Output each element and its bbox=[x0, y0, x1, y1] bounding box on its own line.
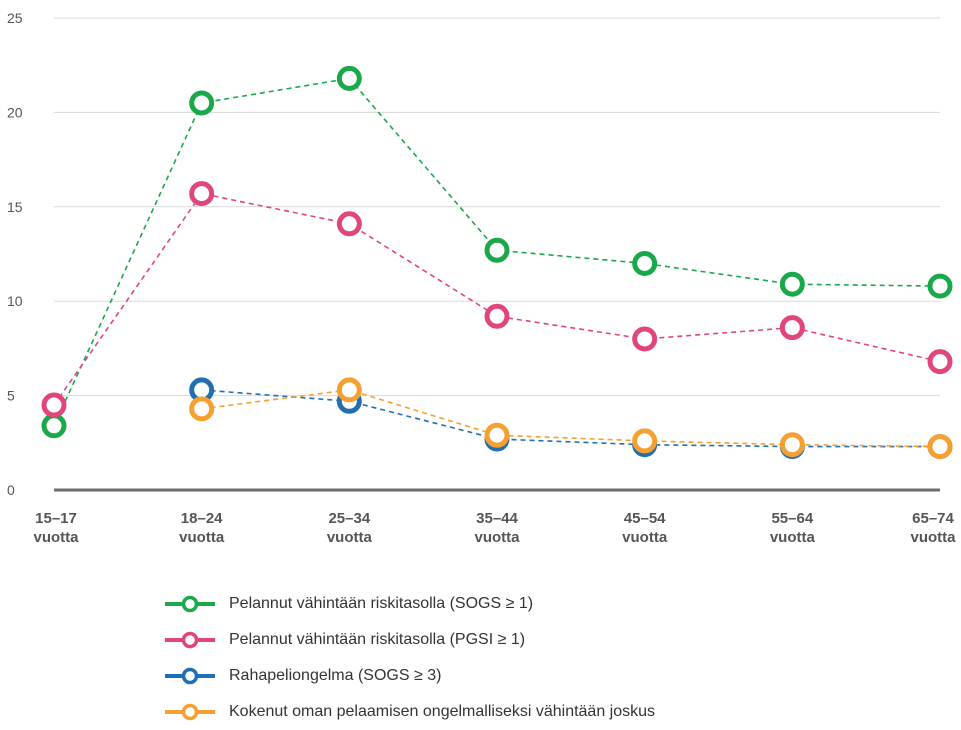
series-0 bbox=[41, 65, 953, 439]
legend-marker-icon bbox=[165, 631, 215, 649]
legend-label: Kokenut oman pelaamisen ongelmalliseksi … bbox=[229, 703, 656, 720]
grid-lines bbox=[54, 17, 940, 397]
series-line bbox=[201, 389, 941, 448]
data-point bbox=[632, 326, 658, 352]
data-point bbox=[927, 273, 953, 299]
x-tick-label: 35–44 vuotta bbox=[475, 510, 521, 546]
data-point bbox=[484, 303, 510, 329]
legend-marker-icon bbox=[165, 667, 215, 685]
y-tick-label: 20 bbox=[7, 104, 23, 120]
x-axis-ticks: 15–17 vuotta 18–24 vuotta 25–34 vuotta 35–44 vu… bbox=[34, 510, 957, 546]
data-point bbox=[189, 90, 215, 116]
series-line bbox=[53, 192, 941, 406]
data-point bbox=[189, 396, 215, 422]
legend: Pelannut vähintään riskitasolla (SOGS ≥ … bbox=[163, 586, 655, 730]
legend-marker-icon bbox=[165, 703, 215, 721]
legend-item: Kokenut oman pelaamisen ongelmalliseksi … bbox=[163, 694, 655, 730]
series-group bbox=[41, 65, 953, 460]
legend-item: Pelannut vähintään riskitasolla (PGSI ≥ … bbox=[163, 622, 655, 658]
y-axis-ticks: 0 5 10 15 20 25 bbox=[7, 10, 23, 498]
x-tick-label: 45–54 vuotta bbox=[622, 510, 668, 546]
legend-label: Rahapeliongelma (SOGS ≥ 3) bbox=[229, 667, 442, 684]
data-point bbox=[336, 211, 362, 237]
y-tick-label: 25 bbox=[7, 10, 23, 26]
data-point bbox=[779, 271, 805, 297]
x-tick-label: 18–24 vuotta bbox=[179, 510, 225, 546]
line-chart: 0 5 10 15 20 25 15–17 vuotta 18–24 vuotta 25–34 vu… bbox=[7, 10, 957, 546]
data-point bbox=[927, 434, 953, 460]
series-line bbox=[201, 389, 940, 448]
data-point bbox=[927, 349, 953, 375]
data-point bbox=[484, 237, 510, 263]
data-point bbox=[779, 315, 805, 341]
series-3 bbox=[189, 377, 953, 460]
data-point bbox=[632, 428, 658, 454]
data-point bbox=[779, 432, 805, 458]
data-point bbox=[41, 413, 67, 439]
y-tick-label: 15 bbox=[7, 199, 23, 215]
data-point bbox=[189, 181, 215, 207]
legend-label: Pelannut vähintään riskitasolla (PGSI ≥ … bbox=[229, 631, 526, 648]
y-tick-label: 0 bbox=[7, 482, 15, 498]
data-point bbox=[41, 392, 67, 418]
legend-item: Pelannut vähintään riskitasolla (SOGS ≥ … bbox=[163, 586, 655, 622]
x-tick-label: 15–17 vuotta bbox=[34, 510, 80, 546]
data-point bbox=[336, 377, 362, 403]
legend-item: Rahapeliongelma (SOGS ≥ 3) bbox=[163, 658, 655, 694]
data-point bbox=[484, 422, 510, 448]
x-tick-label: 65–74 vuotta bbox=[911, 510, 957, 546]
data-point bbox=[336, 65, 362, 91]
x-tick-label: 55–64 vuotta bbox=[770, 510, 816, 546]
legend-marker-icon bbox=[165, 595, 215, 613]
x-tick-label: 25–34 vuotta bbox=[327, 510, 373, 546]
y-tick-label: 10 bbox=[7, 293, 23, 309]
data-point bbox=[632, 250, 658, 276]
series-1 bbox=[41, 181, 953, 418]
y-tick-label: 5 bbox=[7, 388, 15, 404]
legend-label: Pelannut vähintään riskitasolla (SOGS ≥ … bbox=[229, 595, 534, 612]
